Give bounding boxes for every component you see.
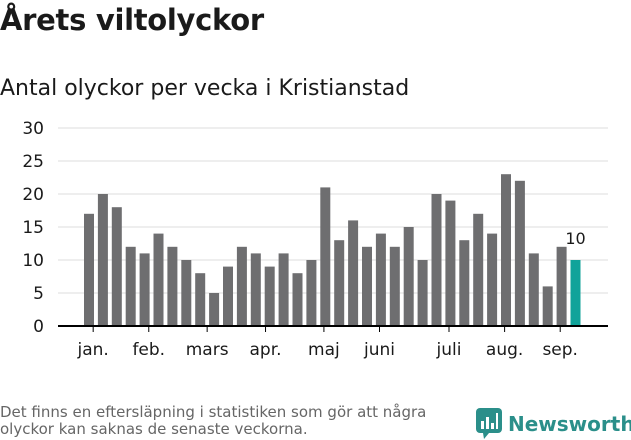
bar bbox=[153, 233, 164, 326]
x-tick-label: sep. bbox=[542, 340, 578, 360]
bar bbox=[431, 194, 442, 326]
y-tick-label: 0 bbox=[33, 317, 44, 337]
y-tick-label: 25 bbox=[22, 152, 44, 172]
bar bbox=[542, 286, 553, 326]
bar bbox=[223, 266, 233, 326]
bar bbox=[209, 293, 220, 326]
bar bbox=[264, 266, 275, 326]
x-tick-label: aug. bbox=[486, 340, 523, 360]
bar bbox=[487, 233, 498, 326]
bar bbox=[139, 253, 150, 326]
y-tick-label: 10 bbox=[22, 251, 44, 271]
bar bbox=[111, 207, 122, 326]
y-tick-label: 30 bbox=[22, 119, 44, 139]
x-tick-label: apr. bbox=[250, 340, 282, 360]
brand-logo[interactable]: Newsworthy bbox=[476, 408, 631, 440]
bar bbox=[459, 240, 470, 326]
x-tick-label: juni bbox=[363, 340, 395, 360]
bar bbox=[125, 246, 136, 326]
x-tick-label: juli bbox=[436, 340, 462, 360]
highlight-bar bbox=[570, 260, 581, 326]
newsworthy-logo-icon bbox=[476, 408, 502, 439]
bar bbox=[389, 246, 400, 326]
brand-name: Newsworthy bbox=[508, 412, 631, 436]
bar bbox=[473, 213, 484, 326]
bar-chart: 0 5 10 15 20 25 30 jan. feb. mars apr. maj juni juli a… bbox=[22, 119, 608, 360]
bar bbox=[556, 246, 567, 326]
bar bbox=[167, 246, 178, 326]
bar bbox=[362, 246, 372, 326]
x-tick-label: maj bbox=[308, 340, 340, 360]
highlight-value-label: 10 bbox=[565, 229, 585, 248]
bar bbox=[195, 273, 206, 326]
bar bbox=[403, 227, 414, 326]
bar bbox=[306, 260, 317, 326]
y-tick-label: 15 bbox=[22, 218, 44, 238]
bar bbox=[514, 180, 525, 326]
bar bbox=[348, 220, 359, 326]
bar bbox=[84, 213, 94, 326]
y-tick-label: 20 bbox=[22, 185, 44, 205]
x-tick-label: feb. bbox=[132, 340, 165, 360]
footnote: Det finns en eftersläpning i statistiken… bbox=[0, 403, 427, 438]
bar bbox=[97, 194, 108, 326]
bar bbox=[417, 260, 428, 326]
bar bbox=[375, 233, 386, 326]
bar bbox=[501, 174, 511, 326]
bar bbox=[445, 200, 456, 326]
x-tick-label: mars bbox=[186, 340, 229, 360]
y-tick-label: 5 bbox=[33, 284, 44, 304]
bar bbox=[292, 273, 303, 326]
bar bbox=[278, 253, 289, 326]
bar bbox=[334, 240, 345, 326]
bar bbox=[320, 187, 331, 326]
bar bbox=[181, 260, 192, 326]
bar bbox=[250, 253, 261, 326]
bar bbox=[528, 253, 539, 326]
chart-subtitle: Antal olyckor per vecka i Kristianstad bbox=[0, 76, 410, 101]
chart-title: Årets viltolyckor bbox=[0, 3, 264, 37]
x-tick-label: jan. bbox=[77, 340, 109, 360]
bar bbox=[236, 246, 247, 326]
